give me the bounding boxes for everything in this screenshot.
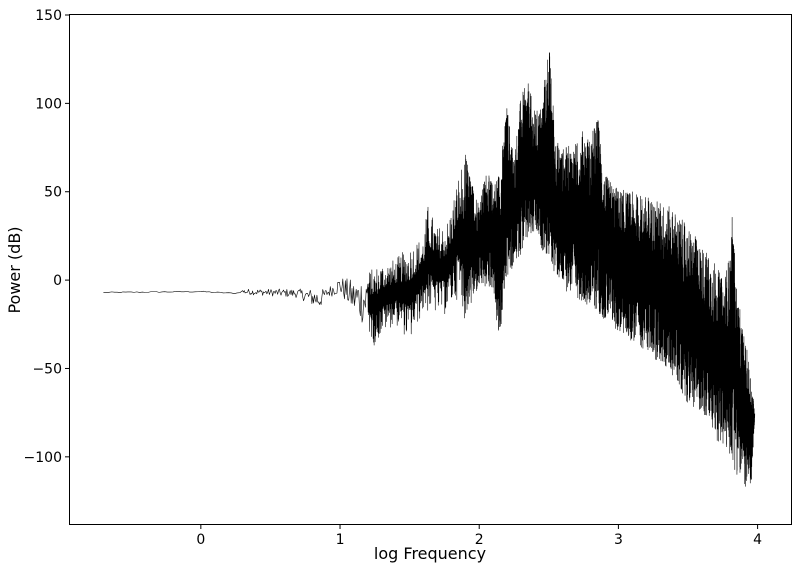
y-tick-label: 150	[35, 8, 62, 24]
y-tick-label: 50	[44, 185, 62, 201]
x-tick-label: 2	[475, 532, 484, 548]
y-tick-label: 0	[53, 273, 62, 289]
y-tick-label: 100	[35, 96, 62, 112]
ticks-layer: 0 1 2 3 4 −100 −50 0 50 100 150	[24, 8, 763, 548]
x-tick-label: 1	[336, 532, 345, 548]
spectrum-layer	[103, 52, 756, 487]
plot-frame	[69, 14, 792, 525]
x-axis-label: log Frequency	[374, 544, 486, 563]
x-tick-label: 3	[614, 532, 623, 548]
y-tick-label: −50	[32, 361, 62, 377]
x-tick-label: 0	[196, 532, 205, 548]
spectrum-line	[103, 52, 756, 487]
x-tick-label: 4	[753, 532, 762, 548]
y-axis-label: Power (dB)	[5, 226, 24, 313]
y-tick-label: −100	[24, 450, 62, 466]
